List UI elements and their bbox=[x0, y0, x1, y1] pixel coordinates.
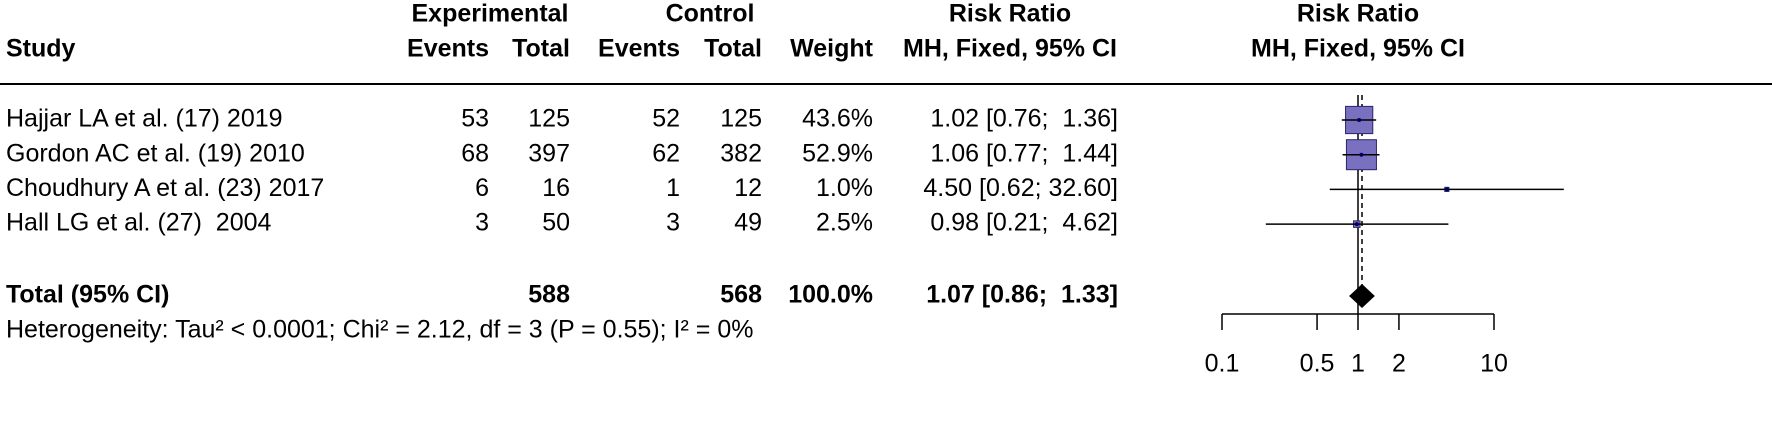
point bbox=[1357, 118, 1362, 122]
table-cell: 1.02 [0.76; 1.36] bbox=[930, 105, 1118, 133]
header: Control bbox=[666, 0, 755, 28]
header: Risk Ratio bbox=[1297, 0, 1419, 28]
x-tick-label: 1 bbox=[1351, 350, 1365, 378]
total-cell: 1.07 [0.86; 1.33] bbox=[926, 281, 1118, 309]
header: Total bbox=[512, 35, 570, 63]
table-cell: 382 bbox=[720, 139, 762, 167]
table-cell: 397 bbox=[528, 139, 570, 167]
table-cell: 16 bbox=[542, 174, 570, 202]
study-label: Choudhury A et al. (23) 2017 bbox=[6, 174, 324, 202]
x-tick-label: 2 bbox=[1392, 350, 1406, 378]
table-cell: 3 bbox=[475, 209, 489, 237]
table-cell: 6 bbox=[475, 174, 489, 202]
header: Events bbox=[598, 35, 680, 63]
table-cell: 53 bbox=[461, 105, 489, 133]
total-cell: 100.0% bbox=[788, 281, 873, 309]
x-tick-label: 0.1 bbox=[1205, 350, 1240, 378]
table-cell: 52 bbox=[652, 105, 680, 133]
x-tick-label: 0.5 bbox=[1300, 350, 1335, 378]
header: Events bbox=[407, 35, 489, 63]
table-cell: 3 bbox=[666, 209, 680, 237]
x-tick-label: 10 bbox=[1480, 350, 1508, 378]
study-label: Gordon AC et al. (19) 2010 bbox=[6, 139, 305, 167]
header: MH, Fixed, 95% CI bbox=[903, 35, 1117, 63]
pooled-diamond bbox=[1349, 284, 1375, 308]
study-label: Hall LG et al. (27) 2004 bbox=[6, 209, 272, 237]
table-cell: 1.06 [0.77; 1.44] bbox=[930, 139, 1118, 167]
table-cell: 50 bbox=[542, 209, 570, 237]
table-cell: 2.5% bbox=[816, 209, 873, 237]
header: Study bbox=[6, 35, 76, 63]
point bbox=[1359, 152, 1364, 157]
header: Risk Ratio bbox=[949, 0, 1071, 28]
table-cell: 62 bbox=[652, 139, 680, 167]
table-cell: 49 bbox=[734, 209, 762, 237]
header: Experimental bbox=[411, 0, 568, 28]
table-cell: 125 bbox=[720, 105, 762, 133]
table-cell: 52.9% bbox=[802, 139, 873, 167]
table-cell: 1.0% bbox=[816, 174, 873, 202]
table-cell: 68 bbox=[461, 139, 489, 167]
table-cell: 43.6% bbox=[802, 105, 873, 133]
table-cell: 12 bbox=[734, 174, 762, 202]
table-cell: 4.50 [0.62; 32.60] bbox=[923, 174, 1118, 202]
study-label: Hajjar LA et al. (17) 2019 bbox=[6, 105, 283, 133]
header: Total bbox=[704, 35, 762, 63]
table-cell: 0.98 [0.21; 4.62] bbox=[930, 209, 1118, 237]
header: MH, Fixed, 95% CI bbox=[1251, 35, 1465, 63]
point bbox=[1354, 222, 1359, 227]
total-label: Total (95% CI) bbox=[6, 281, 169, 309]
table-cell: 125 bbox=[528, 105, 570, 133]
total-cell: 588 bbox=[528, 281, 570, 309]
point bbox=[1444, 187, 1449, 192]
table-cell: 1 bbox=[666, 174, 680, 202]
total-cell: 568 bbox=[720, 281, 762, 309]
header: Weight bbox=[790, 35, 874, 63]
heterogeneity: Heterogeneity: Tau² < 0.0001; Chi² = 2.1… bbox=[6, 316, 753, 344]
